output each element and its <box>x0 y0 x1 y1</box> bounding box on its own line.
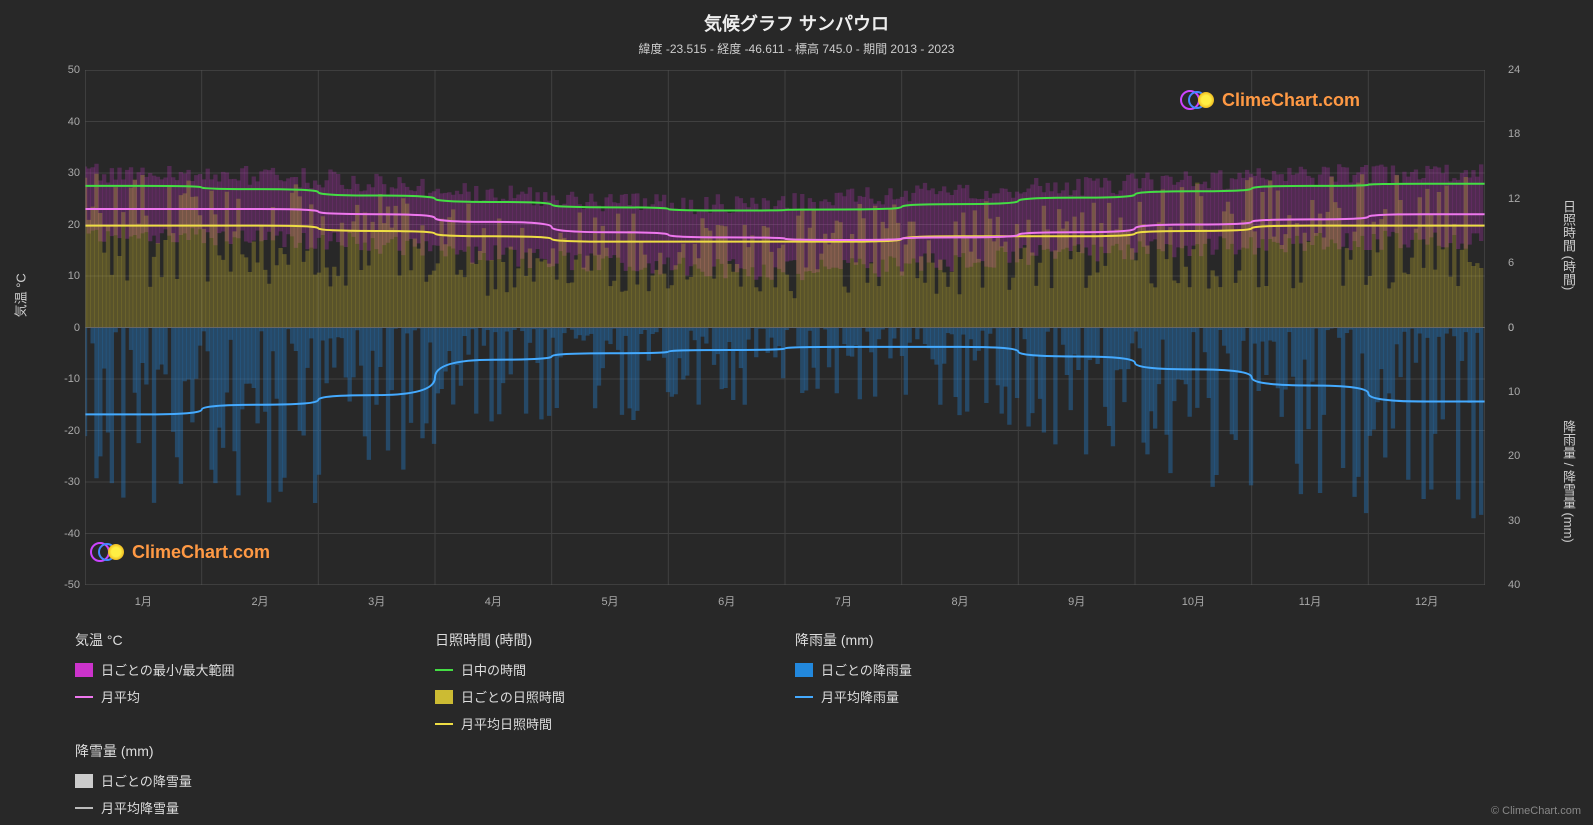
legend-item-label: 月平均日照時間 <box>461 714 552 733</box>
y-axis-left-label: 気温 °C <box>11 273 30 317</box>
y-tick-left: 50 <box>45 64 80 76</box>
y-tick-left: -30 <box>45 476 80 488</box>
legend-swatch-icon <box>795 663 813 677</box>
x-tick: 1月 <box>135 593 152 609</box>
legend-item-label: 日ごとの最小/最大範囲 <box>101 660 234 679</box>
legend-group: 降雪量 (mm) 日ごとの降雪量月平均降雪量 <box>75 741 435 825</box>
y-tick-right-bottom: 30 <box>1508 515 1543 527</box>
watermark: ClimeChart.com <box>90 540 270 564</box>
x-tick: 2月 <box>251 593 268 609</box>
legend-group-title: 降雪量 (mm) <box>75 741 435 761</box>
legend-line-icon <box>435 669 453 671</box>
y-tick-left: 30 <box>45 167 80 179</box>
plot-area <box>85 70 1485 585</box>
y-tick-left: 40 <box>45 116 80 128</box>
y-tick-left: 20 <box>45 219 80 231</box>
legend-item-label: 月平均降雨量 <box>821 687 899 706</box>
legend-line-icon <box>795 696 813 698</box>
x-tick: 6月 <box>718 593 735 609</box>
legend-group: 降雨量 (mm) 日ごとの降雨量月平均降雨量 <box>795 630 1155 741</box>
legend-group-title: 日照時間 (時間) <box>435 630 795 650</box>
legend-item-label: 日ごとの降雪量 <box>101 771 192 790</box>
x-tick: 12月 <box>1415 593 1438 609</box>
watermark: ClimeChart.com <box>1180 88 1360 112</box>
legend-item: 日ごとの降雨量 <box>795 660 1155 679</box>
x-tick: 9月 <box>1068 593 1085 609</box>
x-tick: 7月 <box>835 593 852 609</box>
y-axis-left: -50-40-30-20-1001020304050 <box>45 70 85 585</box>
legend-item-label: 月平均降雪量 <box>101 798 179 817</box>
y-tick-left: -50 <box>45 579 80 591</box>
legend-group: 気温 °C 日ごとの最小/最大範囲月平均 <box>75 630 435 741</box>
y-tick-right-bottom: 0 <box>1508 322 1543 334</box>
legend-swatch-icon <box>75 663 93 677</box>
climechart-logo-icon <box>1180 88 1216 112</box>
legend-group-title: 気温 °C <box>75 630 435 650</box>
legend-item-label: 日中の時間 <box>461 660 526 679</box>
legend-item: 日ごとの日照時間 <box>435 687 795 706</box>
legend-line-icon <box>75 807 93 809</box>
y-axis-right-bottom-label: 降雨量 / 降雪量 (mm) <box>1559 420 1578 543</box>
legend-item: 月平均日照時間 <box>435 714 795 733</box>
y-tick-right-top: 12 <box>1508 193 1543 205</box>
legend-item: 日中の時間 <box>435 660 795 679</box>
legend-swatch-icon <box>75 774 93 788</box>
legend-item: 日ごとの最小/最大範囲 <box>75 660 435 679</box>
x-tick: 4月 <box>485 593 502 609</box>
legend-group: 日照時間 (時間) 日中の時間日ごとの日照時間月平均日照時間 <box>435 630 795 741</box>
watermark-text: ClimeChart.com <box>1222 90 1360 111</box>
y-tick-left: 0 <box>45 322 80 334</box>
y-tick-right-bottom: 10 <box>1508 386 1543 398</box>
y-tick-left: -10 <box>45 373 80 385</box>
chart-subtitle: 緯度 -23.515 - 経度 -46.611 - 標高 745.0 - 期間 … <box>0 40 1593 57</box>
legend-item: 月平均降雨量 <box>795 687 1155 706</box>
x-tick: 11月 <box>1299 593 1321 609</box>
legend-item-label: 日ごとの日照時間 <box>461 687 565 706</box>
legend-swatch-icon <box>435 690 453 704</box>
x-tick: 5月 <box>601 593 618 609</box>
legend-line-icon <box>75 696 93 698</box>
legend-item-label: 日ごとの降雨量 <box>821 660 912 679</box>
legend-line-icon <box>435 723 453 725</box>
y-tick-right-top: 6 <box>1508 257 1543 269</box>
credit-text: © ClimeChart.com <box>1491 805 1581 817</box>
legend-item-label: 月平均 <box>101 687 140 706</box>
climechart-logo-icon <box>90 540 126 564</box>
y-tick-right-bottom: 40 <box>1508 579 1543 591</box>
watermark-text: ClimeChart.com <box>132 542 270 563</box>
legend-item: 日ごとの降雪量 <box>75 771 435 790</box>
legend-group-title: 降雨量 (mm) <box>795 630 1155 650</box>
x-tick: 10月 <box>1182 593 1205 609</box>
x-tick: 8月 <box>951 593 968 609</box>
y-tick-left: -20 <box>45 425 80 437</box>
y-tick-right-top: 18 <box>1508 128 1543 140</box>
y-tick-left: -40 <box>45 528 80 540</box>
climate-chart: 気候グラフ サンパウロ 緯度 -23.515 - 経度 -46.611 - 標高… <box>0 0 1593 825</box>
legend: 気温 °C 日ごとの最小/最大範囲月平均 日照時間 (時間) 日中の時間日ごとの日照時… <box>75 630 1495 825</box>
y-tick-right-bottom: 20 <box>1508 450 1543 462</box>
y-tick-left: 10 <box>45 270 80 282</box>
chart-title: 気候グラフ サンパウロ <box>0 0 1593 36</box>
y-tick-right-top: 24 <box>1508 64 1543 76</box>
y-axis-right: 06121824010203040 <box>1503 70 1543 585</box>
x-tick: 3月 <box>368 593 385 609</box>
legend-item: 月平均降雪量 <box>75 798 435 817</box>
x-axis: 1月 2月 3月 4月 5月 6月 7月 8月 9月 10月 11月 12月 <box>85 585 1485 615</box>
legend-item: 月平均 <box>75 687 435 706</box>
y-axis-right-top-label: 日照時間 (時間) <box>1559 200 1578 290</box>
